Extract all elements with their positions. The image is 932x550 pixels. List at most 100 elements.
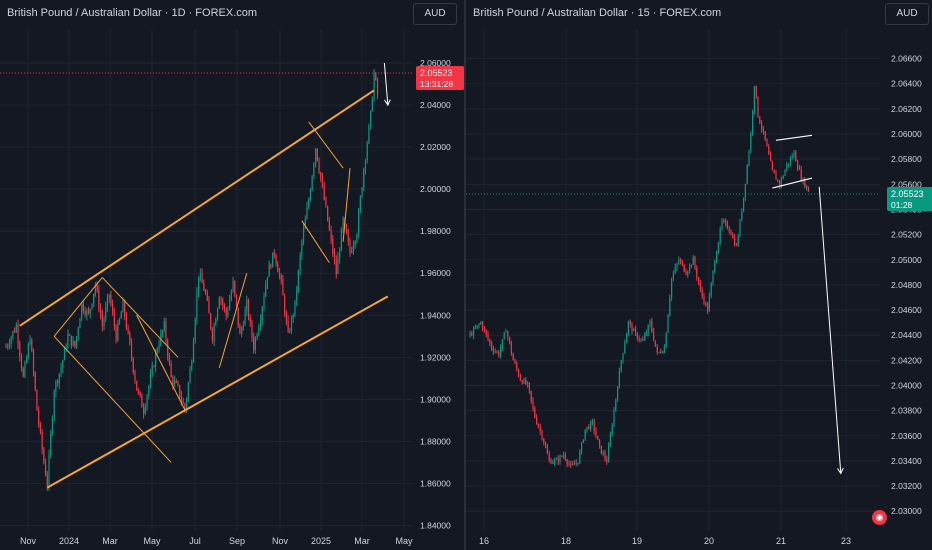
candle-body: [335, 260, 337, 275]
candle-body: [265, 284, 267, 297]
daily-chart-svg[interactable]: 1.84000 1.86000 1.88000 1.90000 1.92000 1.940…: [0, 0, 464, 550]
candle-body: [474, 327, 476, 329]
candle-body: [514, 360, 516, 364]
daily-chart-pane[interactable]: 1.84000 1.86000 1.88000 1.90000 1.92000 1.940…: [0, 0, 464, 550]
candle-body: [782, 176, 784, 179]
candle-body: [115, 326, 117, 341]
candle-body: [75, 336, 78, 347]
candle-body: [67, 334, 69, 348]
candle-body: [624, 342, 626, 354]
currency-button[interactable]: AUD: [413, 3, 457, 25]
candle-body: [516, 363, 518, 370]
y-tick-label: 1.96000: [420, 268, 451, 278]
candle-body: [110, 294, 112, 305]
candle-body: [593, 420, 595, 431]
candle-body: [278, 272, 281, 276]
candle-body: [203, 283, 205, 291]
y-tick-label: 2.03600: [891, 431, 922, 441]
candle-body: [537, 423, 539, 428]
candle-body: [39, 423, 41, 432]
candle-body: [750, 133, 752, 152]
candle-body: [370, 110, 372, 126]
candle-body: [642, 339, 644, 341]
candle-body: [342, 217, 344, 230]
intraday-chart-svg[interactable]: 2.03000 2.03200 2.03400 2.03600 2.03800 2.040…: [466, 0, 932, 550]
price-tag-value: 2.05523: [420, 68, 453, 78]
pattern-line: [342, 168, 351, 242]
currency-button[interactable]: AUD: [885, 3, 929, 25]
candle-body: [683, 264, 685, 272]
candle-body: [53, 391, 55, 418]
candle-body: [297, 270, 299, 291]
x-tick-label: Jul: [189, 536, 201, 546]
candle-body: [251, 321, 253, 338]
candle-body: [604, 453, 606, 459]
candle-body: [321, 178, 324, 186]
candle-body: [96, 284, 98, 291]
candle-body: [487, 334, 489, 340]
candle-body: [617, 388, 619, 399]
candle-body: [748, 151, 750, 166]
y-tick-label: 2.05200: [891, 230, 922, 240]
candle-body: [93, 293, 95, 304]
candle-body: [158, 344, 160, 350]
intraday-chart-pane[interactable]: 2.03000 2.03200 2.03400 2.03600 2.03800 2.040…: [466, 0, 932, 550]
candle-body: [568, 463, 570, 465]
candle-body: [559, 455, 561, 462]
candle-body: [595, 430, 597, 437]
candle-body: [309, 189, 312, 200]
candle-body: [70, 335, 72, 346]
candle-body: [101, 315, 103, 327]
candle-body: [737, 235, 739, 246]
candle-body: [633, 329, 635, 332]
candle-body: [680, 259, 682, 262]
candle-body: [347, 233, 349, 241]
price-tag: [887, 187, 932, 212]
y-tick-label: 2.03000: [891, 506, 922, 516]
pane-divider[interactable]: [464, 0, 466, 550]
y-tick-label: 2.03200: [891, 481, 922, 491]
candle-body: [719, 228, 721, 243]
candle-body: [482, 322, 484, 329]
candle-body: [282, 279, 284, 296]
candle-body: [86, 310, 88, 315]
candle-body: [692, 257, 694, 266]
candle-body: [368, 125, 370, 144]
candle-body: [525, 379, 527, 385]
candle-body: [561, 455, 563, 457]
forecast-arrow: [818, 186, 842, 474]
candle-body: [636, 333, 638, 339]
candle-body: [635, 329, 637, 334]
candle-body: [656, 346, 658, 353]
candle-body: [77, 328, 79, 337]
candle-body: [564, 455, 566, 460]
candle-body: [349, 240, 351, 253]
x-tick-label: May: [395, 536, 413, 546]
candle-body: [220, 298, 222, 301]
candle-body: [590, 422, 592, 429]
pattern-line: [218, 273, 248, 368]
candle-body: [725, 221, 727, 223]
candle-body: [550, 460, 552, 464]
candle-body: [478, 324, 480, 326]
candle-body: [660, 351, 662, 353]
candle-body: [290, 317, 293, 332]
candle-body: [363, 169, 365, 188]
candle-body: [27, 344, 29, 357]
x-tick-label: Nov: [272, 536, 289, 546]
candle-body: [5, 346, 7, 348]
x-tick-label: Sep: [229, 536, 245, 546]
candle-body: [266, 276, 269, 285]
candle-body: [662, 352, 664, 354]
candle-body: [144, 406, 146, 414]
candle-body: [800, 169, 802, 181]
candle-body: [277, 263, 279, 273]
y-tick-label: 2.00000: [420, 184, 451, 194]
tradingview-logo-icon[interactable]: ◉: [872, 510, 887, 525]
candle-body: [602, 453, 604, 455]
candle-body: [651, 321, 653, 332]
candle-body: [103, 318, 105, 327]
candle-body: [714, 262, 716, 271]
candle-body: [581, 442, 583, 452]
candle-body: [62, 360, 64, 369]
